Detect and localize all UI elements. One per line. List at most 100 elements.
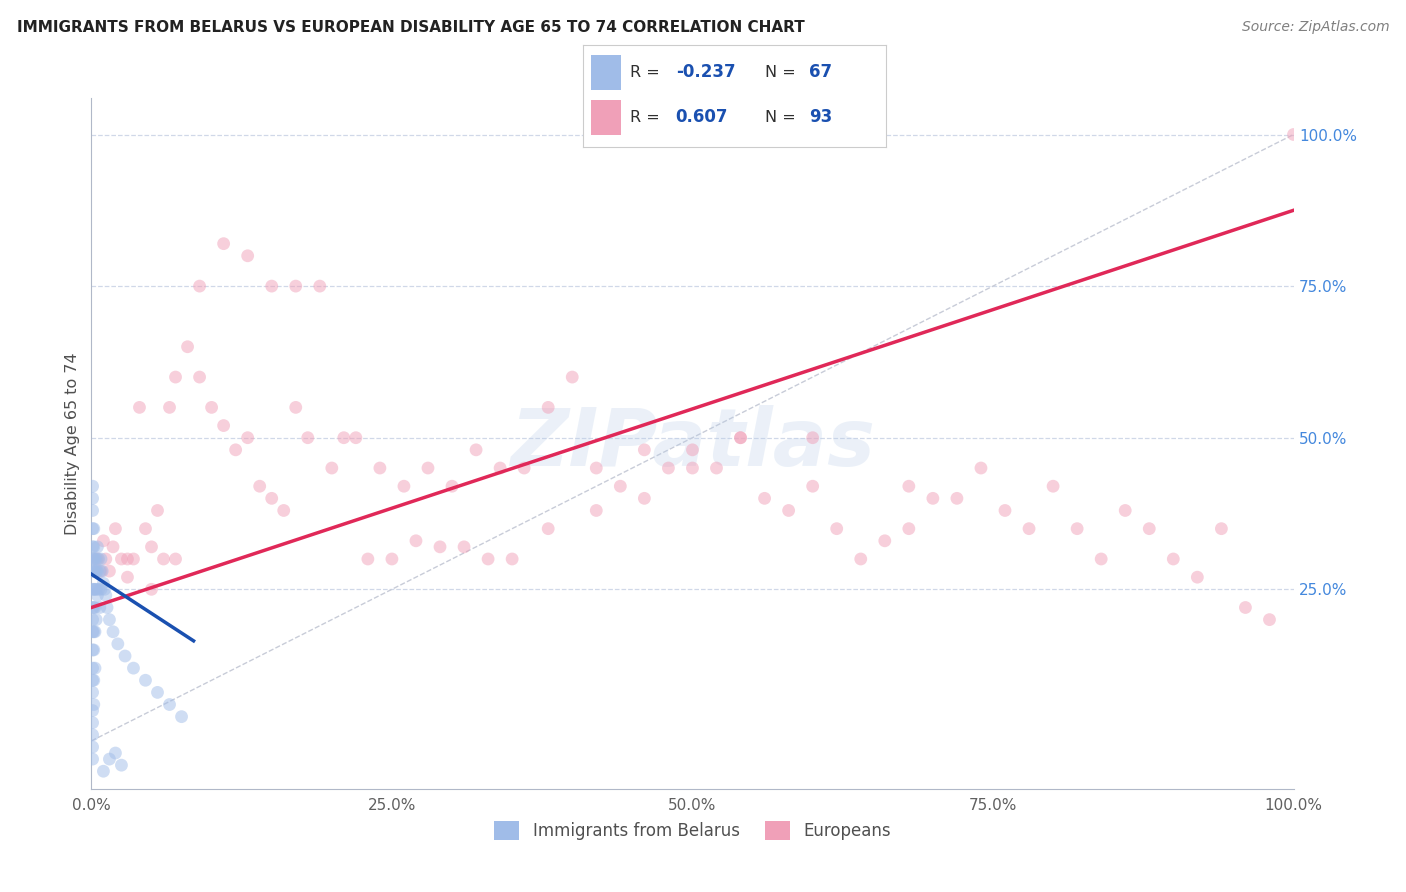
Point [357, 552, 380, 566]
Point [134, 522, 156, 536]
Point [176, 340, 198, 354]
Point [114, 648, 136, 663]
Point [465, 442, 488, 457]
Point [82, 673, 104, 688]
Point [392, 479, 415, 493]
Point [82, 739, 104, 754]
Point [146, 503, 169, 517]
Point [82, 715, 104, 730]
Point [1258, 613, 1281, 627]
Point [297, 431, 319, 445]
Point [489, 461, 512, 475]
Point [83, 522, 105, 536]
Point [897, 479, 920, 493]
Text: R =: R = [630, 65, 659, 79]
Point [429, 540, 451, 554]
Point [141, 582, 163, 597]
Point [946, 491, 969, 506]
Point [82, 540, 104, 554]
Point [585, 503, 607, 517]
Point [537, 401, 560, 415]
Point [89, 564, 111, 578]
Point [1114, 503, 1136, 517]
Point [84, 661, 107, 675]
Point [368, 461, 391, 475]
Point [170, 709, 193, 723]
Point [1211, 522, 1233, 536]
Point [82, 613, 104, 627]
Point [453, 540, 475, 554]
Point [82, 704, 104, 718]
Point [159, 401, 181, 415]
Point [82, 522, 104, 536]
Point [730, 431, 752, 445]
Point [84, 564, 107, 578]
Point [730, 431, 752, 445]
Point [165, 370, 187, 384]
Point [110, 758, 132, 772]
Point [1234, 600, 1257, 615]
Point [83, 564, 105, 578]
Point [849, 552, 872, 566]
Point [501, 552, 523, 566]
Text: 0.607: 0.607 [676, 109, 728, 127]
Point [117, 570, 139, 584]
Point [681, 442, 703, 457]
Point [225, 442, 247, 457]
Point [873, 533, 896, 548]
Point [90, 564, 112, 578]
Point [657, 461, 679, 475]
Point [82, 752, 104, 766]
Point [98, 613, 121, 627]
Point [93, 582, 115, 597]
Point [83, 582, 105, 597]
Point [86, 540, 108, 554]
Text: Source: ZipAtlas.com: Source: ZipAtlas.com [1241, 20, 1389, 34]
Point [284, 401, 307, 415]
Point [141, 540, 163, 554]
Point [84, 624, 107, 639]
Point [82, 600, 104, 615]
Point [82, 624, 104, 639]
Point [110, 552, 132, 566]
Point [122, 552, 145, 566]
Point [754, 491, 776, 506]
Text: 93: 93 [808, 109, 832, 127]
Point [706, 461, 728, 475]
Point [98, 752, 121, 766]
Point [513, 461, 536, 475]
Point [159, 698, 181, 712]
Point [107, 637, 129, 651]
Point [188, 370, 211, 384]
Point [87, 552, 110, 566]
Text: N =: N = [765, 65, 796, 79]
Point [284, 279, 307, 293]
Point [633, 442, 655, 457]
Point [82, 479, 104, 493]
Point [236, 249, 259, 263]
Point [585, 461, 607, 475]
Point [83, 698, 105, 712]
Point [96, 600, 118, 615]
Point [84, 613, 107, 627]
FancyBboxPatch shape [591, 100, 621, 135]
Point [273, 503, 295, 517]
Point [897, 522, 920, 536]
Point [1282, 128, 1305, 142]
Point [83, 540, 105, 554]
Point [416, 461, 439, 475]
Point [90, 552, 112, 566]
Point [83, 673, 105, 688]
Point [1066, 522, 1088, 536]
Point [94, 588, 117, 602]
Y-axis label: Disability Age 65 to 74: Disability Age 65 to 74 [65, 352, 80, 535]
Point [82, 643, 104, 657]
Point [82, 564, 104, 578]
Point [82, 661, 104, 675]
Point [561, 370, 583, 384]
Point [681, 461, 703, 475]
Point [87, 582, 110, 597]
Point [83, 552, 105, 566]
Point [101, 540, 124, 554]
Text: -0.237: -0.237 [676, 63, 735, 81]
